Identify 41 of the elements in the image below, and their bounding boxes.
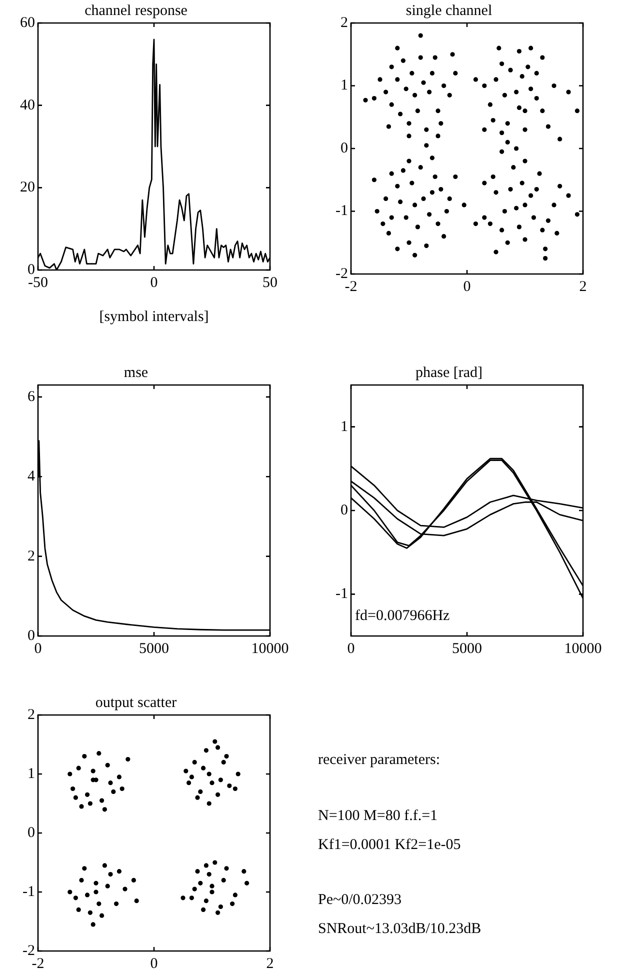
y-tick-label: -1	[336, 203, 348, 220]
y-tick-label: 2	[340, 14, 348, 31]
y-tick-label: 20	[20, 180, 35, 196]
y-tick-label: 2	[28, 706, 35, 723]
x-tick-label: 10000	[251, 640, 289, 657]
x-axis-title: [symbol intervals]	[99, 308, 209, 325]
x-tick-label: 2	[579, 278, 587, 295]
y-tick-label: 60	[20, 14, 35, 31]
text: SNRout~13.03dB/10.23dB	[318, 921, 482, 938]
text: N=100 M=80 f.f.=1	[318, 808, 438, 825]
y-tick-label: 0	[28, 824, 35, 841]
x-tick-label: 2	[266, 956, 274, 972]
y-tick-label: 40	[20, 97, 35, 114]
x-tick-label: 10000	[564, 640, 602, 657]
text: receiver parameters:	[318, 752, 440, 769]
chart-title: phase [rad]	[415, 364, 483, 381]
y-tick-label: 1	[340, 418, 348, 435]
x-tick-label: 0	[150, 956, 158, 972]
chart-title: output scatter	[95, 694, 177, 711]
y-tick-label: 6	[28, 388, 36, 405]
text: Kf1=0.0001 Kf2=1e-05	[318, 837, 461, 854]
y-tick-label: 0	[28, 628, 35, 644]
x-tick-label: 50	[262, 274, 278, 291]
text: Pe~0/0.02393	[318, 892, 402, 909]
x-tick-label: 0	[150, 274, 158, 291]
y-tick-label: -2	[22, 942, 35, 959]
x-tick-label: 5000	[452, 640, 482, 657]
y-tick-label: 4	[28, 468, 36, 485]
y-tick-label: 0	[340, 140, 348, 156]
y-tick-label: 0	[340, 502, 348, 518]
y-tick-label: -1	[336, 586, 348, 602]
x-tick-label: 5000	[139, 640, 169, 657]
y-tick-label: -1	[22, 884, 35, 900]
y-tick-label: 1	[28, 766, 35, 782]
chart-title: channel response	[84, 2, 188, 19]
y-tick-label: 1	[340, 78, 348, 94]
annotation: fd=0.007966Hz	[355, 608, 450, 624]
x-tick-label: 0	[463, 278, 471, 295]
chart-title: single channel	[406, 2, 492, 19]
y-tick-label: 2	[28, 548, 35, 564]
chart-title: mse	[124, 364, 148, 381]
